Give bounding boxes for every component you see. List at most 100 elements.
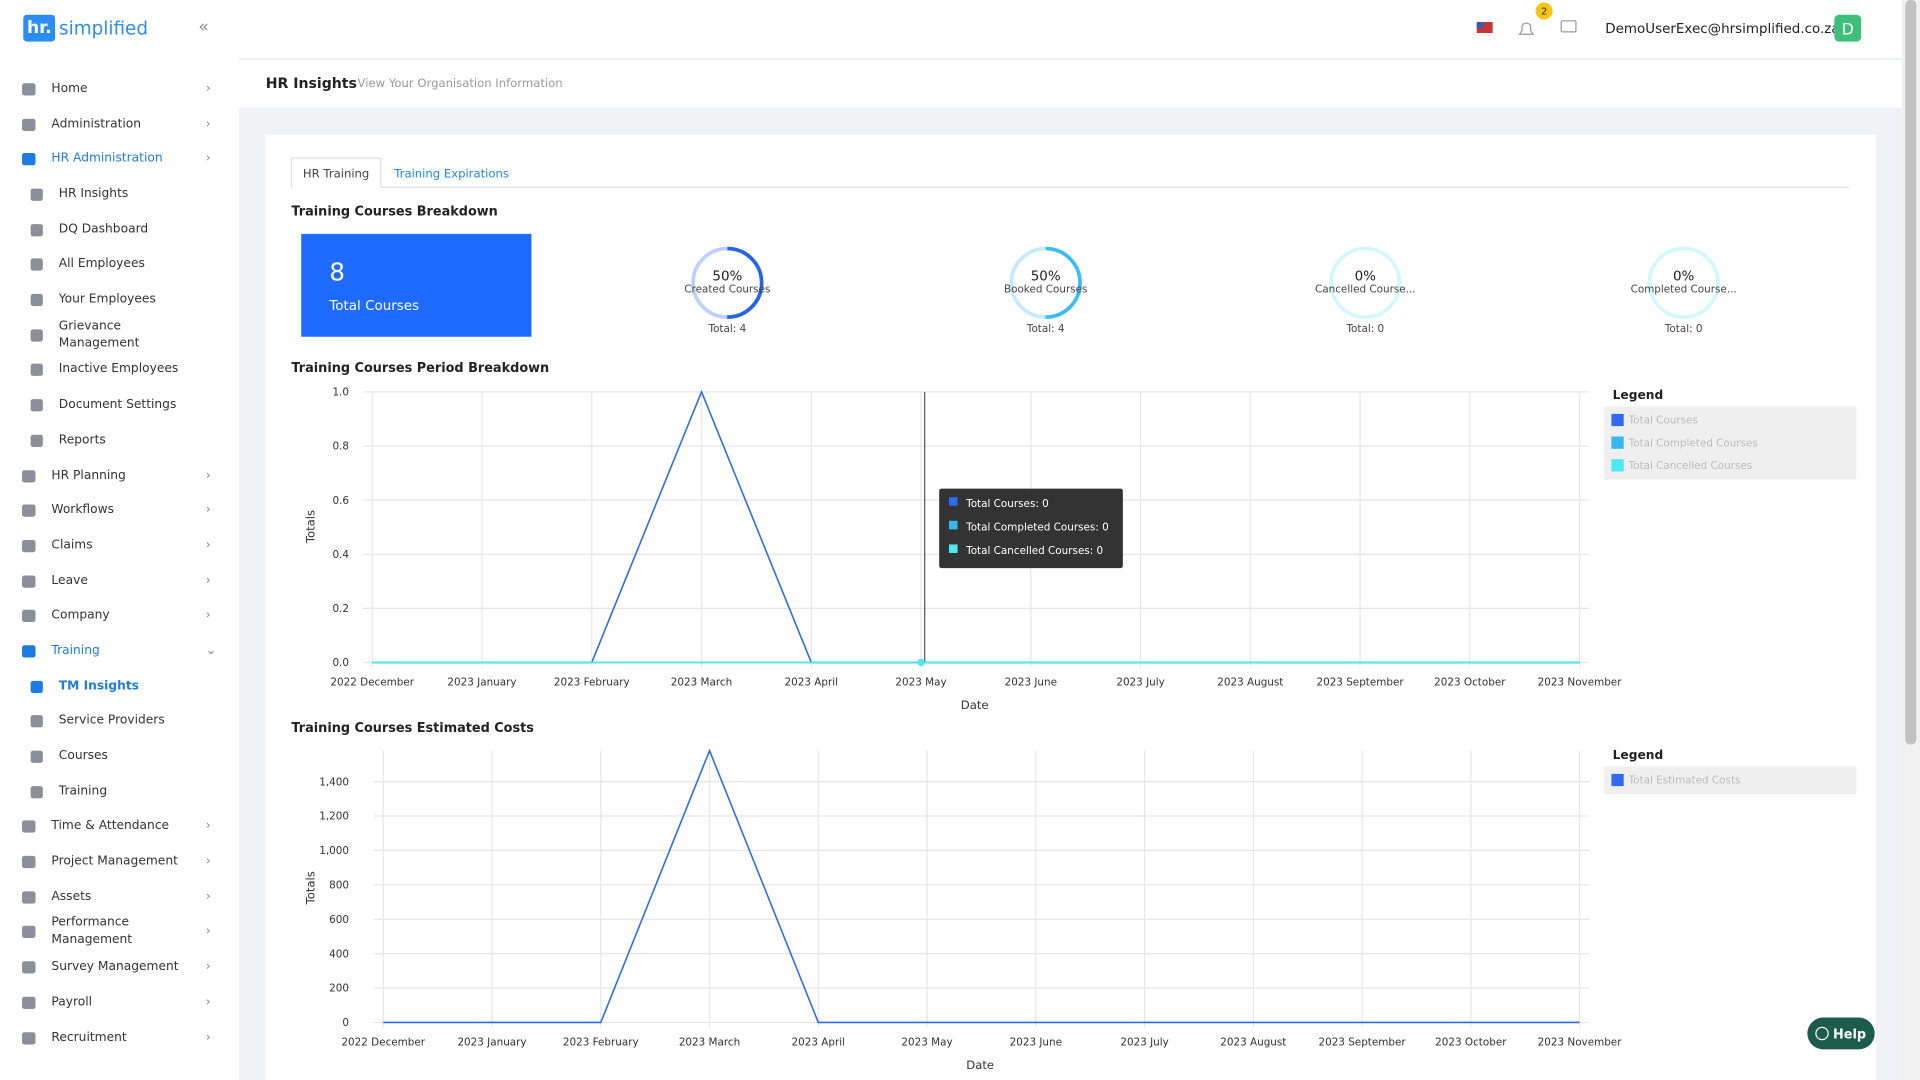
x-tick-label: 2023 August xyxy=(1220,1037,1286,1049)
gauge-percent: 0% xyxy=(1355,269,1377,284)
logo[interactable]: hr. simplified xyxy=(23,14,148,42)
help-label[interactable]: Help xyxy=(1833,1027,1866,1042)
gauge-arc xyxy=(691,246,764,319)
nav-icon xyxy=(22,1031,36,1044)
x-tick-label: 2023 April xyxy=(785,677,838,689)
nav-item[interactable]: HR Planning › xyxy=(0,458,239,493)
nav-label: Company xyxy=(51,608,110,623)
avatar[interactable] xyxy=(1834,14,1862,42)
y-tick-label: 1,200 xyxy=(319,811,349,823)
tab[interactable]: Training Expirations xyxy=(393,167,509,181)
gauge-name: Completed Course... xyxy=(1631,284,1737,296)
nav-item[interactable]: Performance Management › xyxy=(0,915,239,950)
tooltip-swatch xyxy=(948,544,958,553)
scroll-thumb[interactable] xyxy=(1905,0,1917,745)
nav-item[interactable]: Administration › xyxy=(0,107,239,142)
x-tick-label: 2023 April xyxy=(792,1037,845,1049)
x-axis-label: Date xyxy=(966,1058,994,1072)
logo-mark: hr. xyxy=(23,14,56,42)
nav-chevron: › xyxy=(205,1030,211,1044)
y-tick-label: 1,400 xyxy=(319,776,349,788)
user-email[interactable]: DemoUserExec@hrsimplified.co.za xyxy=(1605,22,1839,37)
nav-icon xyxy=(22,539,36,553)
nav-item[interactable]: Leave › xyxy=(0,564,239,599)
badge-count: 2 xyxy=(1541,7,1547,18)
nav-icon xyxy=(22,118,36,131)
flag-icon[interactable] xyxy=(1476,22,1493,34)
nav-chevron: › xyxy=(205,889,211,904)
nav-label: Survey Management xyxy=(51,960,179,974)
nav-icon xyxy=(30,750,43,763)
nav-chevron: › xyxy=(205,538,211,553)
nav-item[interactable]: Project Management › xyxy=(0,845,239,880)
tab-active[interactable] xyxy=(290,157,382,188)
gauge-total: Total: 4 xyxy=(1026,323,1065,335)
nav-label: Grievance Management xyxy=(58,319,140,350)
tooltip-swatch xyxy=(948,497,958,506)
nav-item[interactable]: Home › xyxy=(0,72,239,107)
nav-item[interactable]: Assets › xyxy=(0,880,239,915)
nav-chevron: › xyxy=(205,995,211,1009)
page-title: HR Insights xyxy=(266,76,357,92)
nav-item[interactable]: Workflows › xyxy=(0,493,239,528)
nav-label: DQ Dashboard xyxy=(58,222,149,236)
nav-item[interactable]: Payroll › xyxy=(0,985,239,1020)
legend-swatch xyxy=(1611,773,1624,787)
y-tick-label: 0.0 xyxy=(332,657,349,669)
nav-chevron: › xyxy=(205,81,211,96)
nav-chevron: › xyxy=(205,573,211,588)
y-tick-label: 0.6 xyxy=(332,495,349,507)
topbar xyxy=(238,0,1902,59)
nav-item[interactable]: Training xyxy=(0,774,239,809)
nav-label: Training xyxy=(51,644,100,658)
nav-item[interactable]: Company › xyxy=(0,599,239,634)
nav-item[interactable]: HR Administration › xyxy=(0,142,239,177)
nav-item[interactable]: Reports xyxy=(0,423,239,458)
nav-item[interactable]: DQ Dashboard xyxy=(0,212,239,247)
nav-chevron: › xyxy=(205,503,211,517)
tab[interactable]: HR Training xyxy=(303,167,369,181)
nav-item[interactable]: HR Insights xyxy=(0,177,239,212)
nav-item[interactable]: Time & Attendance › xyxy=(0,809,239,844)
y-tick-label: 200 xyxy=(329,983,349,995)
nav-item[interactable]: Recruitment › xyxy=(0,1020,239,1055)
nav-item[interactable]: Document Settings xyxy=(0,388,239,423)
nav-label: TM Insights xyxy=(58,679,139,693)
nav-icon xyxy=(22,855,36,869)
collapse-button[interactable]: « xyxy=(198,17,209,37)
sidebar: hr. simplified « Home › Administration › HR A… xyxy=(0,0,239,1080)
gauge-percent: 0% xyxy=(1673,269,1695,284)
help-button[interactable] xyxy=(1807,1017,1875,1050)
nav-label: Inactive Employees xyxy=(58,362,179,377)
x-axis-label: Date xyxy=(961,698,989,712)
nav-item[interactable]: Training ⌄ xyxy=(0,634,239,669)
section-title: Training Courses Breakdown xyxy=(291,205,497,220)
nav-item[interactable]: Courses xyxy=(0,739,239,774)
tooltip-swatch xyxy=(948,520,958,530)
nav-item[interactable]: Grievance Management xyxy=(0,318,239,353)
tooltip-text: Total Completed Courses: 0 xyxy=(965,522,1109,534)
nav-item[interactable]: All Employees xyxy=(0,247,239,282)
x-tick-label: 2023 October xyxy=(1435,1037,1507,1049)
chat-icon[interactable] xyxy=(1560,20,1577,33)
nav-label: HR Insights xyxy=(58,187,129,201)
nav-chevron: › xyxy=(205,152,211,166)
gauge-name: Cancelled Course... xyxy=(1315,284,1416,296)
nav-item[interactable]: Claims › xyxy=(0,528,239,563)
bell-icon[interactable] xyxy=(1518,22,1535,35)
nav-label: Payroll xyxy=(51,995,93,1009)
nav-chevron: › xyxy=(205,960,211,974)
nav-item[interactable]: Inactive Employees xyxy=(0,353,239,388)
y-tick-label: 0.4 xyxy=(332,549,349,561)
nav-item[interactable]: Service Providers xyxy=(0,704,239,739)
legend-label: Total Estimated Costs xyxy=(1628,775,1741,787)
legend-swatch xyxy=(1611,413,1624,427)
nav-icon xyxy=(22,574,36,588)
nav-item[interactable]: Survey Management › xyxy=(0,950,239,985)
total-label: Total Courses xyxy=(328,299,419,314)
nav-item[interactable]: TM Insights xyxy=(0,669,239,704)
nav-item[interactable]: Your Employees xyxy=(0,283,239,318)
hover-point xyxy=(917,658,925,667)
x-tick-label: 2023 August xyxy=(1217,677,1283,689)
gauge-total: Total: 4 xyxy=(708,323,747,335)
